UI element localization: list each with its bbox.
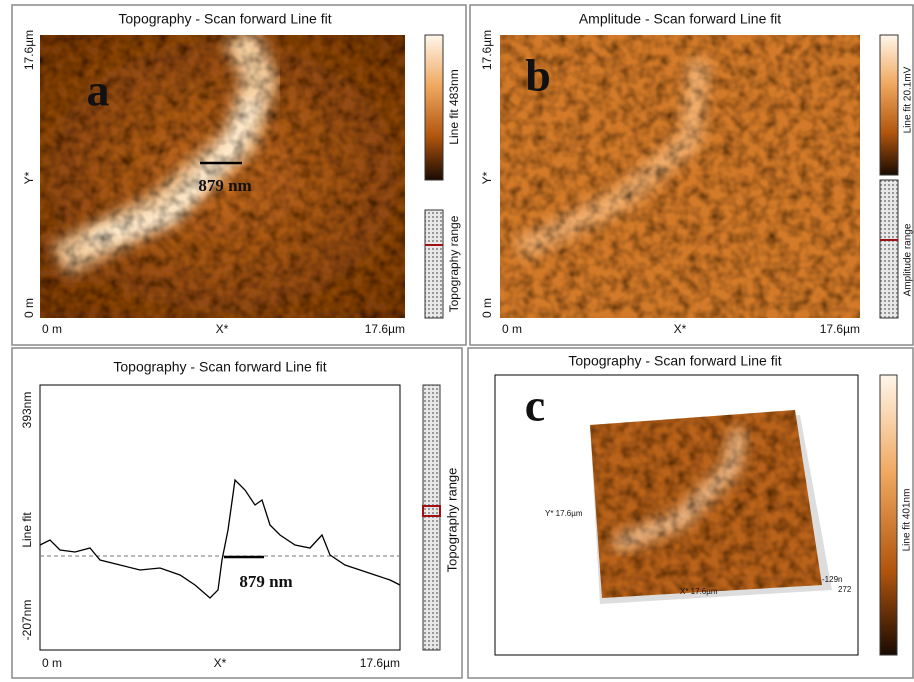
y-label: 0 m	[480, 298, 494, 318]
y-label: Line fit	[20, 512, 34, 548]
profile-panel: Topography - Scan forward Line fit 879 n…	[12, 348, 462, 678]
panel-label: b	[525, 50, 551, 101]
y-label: -207nm	[20, 600, 34, 641]
axis-label: -129n	[822, 575, 842, 584]
colorbar	[880, 375, 897, 655]
figure: Topography - Scan forward Line fit 879 n…	[0, 0, 914, 682]
panel-title: Topography - Scan forward Line fit	[568, 353, 781, 369]
colorbar-label: Line fit 20.1mV	[903, 66, 914, 133]
range-bar	[423, 385, 440, 650]
y-label: 17.6µm	[22, 30, 36, 70]
x-label: X*	[214, 656, 227, 670]
panel-title: Topography - Scan forward Line fit	[118, 11, 331, 27]
colorbar	[880, 35, 898, 175]
y-label: Y*	[480, 171, 494, 184]
panel-c: Topography - Scan forward Line fit c Y* …	[468, 348, 913, 678]
afm-image	[500, 35, 860, 318]
colorbar-label: Line fit 483nm	[447, 69, 461, 144]
surface-3d	[590, 410, 822, 598]
x-label: X*	[216, 322, 229, 336]
range-label: Topography range	[447, 215, 461, 312]
colorbar-label: Line fit 401nm	[902, 489, 913, 552]
panel-title: Amplitude - Scan forward Line fit	[579, 11, 781, 27]
panel-label: a	[87, 65, 110, 116]
axis-label: 272	[838, 585, 852, 594]
x-label: X*	[674, 322, 687, 336]
y-label: 0 m	[22, 298, 36, 318]
annotation: 879 nm	[239, 572, 292, 591]
range-bar	[425, 210, 443, 318]
y-label: Y*	[22, 171, 36, 184]
plot-area	[40, 385, 400, 650]
colorbar	[425, 35, 443, 180]
x-label: 0 m	[42, 656, 62, 670]
x-label: 0 m	[42, 322, 62, 336]
range-bar	[880, 180, 898, 318]
panel-title: Topography - Scan forward Line fit	[113, 359, 326, 375]
panel-label: c	[525, 380, 545, 431]
axis-label: X* 17.6µm	[680, 587, 718, 596]
x-label: 17.6µm	[365, 322, 405, 336]
range-label: Amplitude range	[903, 223, 914, 296]
x-label: 17.6µm	[820, 322, 860, 336]
x-label: 17.6µm	[360, 656, 400, 670]
y-label: 17.6µm	[480, 30, 494, 70]
range-label: Topography range	[444, 468, 459, 573]
axis-label: Y* 17.6µm	[545, 509, 583, 518]
x-label: 0 m	[502, 322, 522, 336]
panel-b: Amplitude - Scan forward Line fit b 17.6…	[470, 5, 914, 345]
y-label: 393nm	[20, 392, 34, 429]
annotation: 879 nm	[198, 176, 251, 195]
panel-a: Topography - Scan forward Line fit 879 n…	[12, 5, 466, 345]
